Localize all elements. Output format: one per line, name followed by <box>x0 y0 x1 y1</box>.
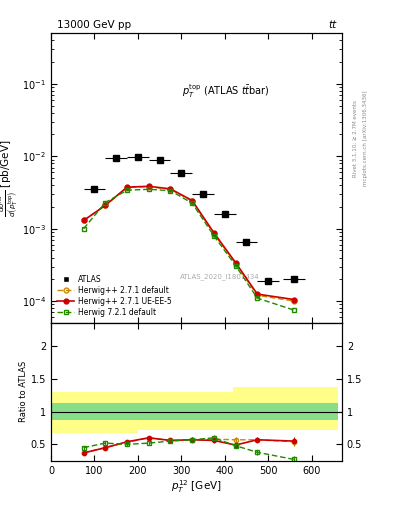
Text: ATLAS_2020_I1801434: ATLAS_2020_I1801434 <box>180 273 260 280</box>
Y-axis label: Ratio to ATLAS: Ratio to ATLAS <box>19 361 28 422</box>
Text: Rivet 3.1.10; ≥ 2.7M events: Rivet 3.1.10; ≥ 2.7M events <box>353 100 358 177</box>
Text: tt: tt <box>328 20 336 30</box>
Legend: ATLAS, Herwig++ 2.7.1 default, Herwig++ 2.7.1 UE-EE-5, Herwig 7.2.1 default: ATLAS, Herwig++ 2.7.1 default, Herwig++ … <box>55 273 174 319</box>
Y-axis label: $\frac{d\sigma^{\rm fid}}{d\left(p_T^{\rm top}\right)}$ [pb/GeV]: $\frac{d\sigma^{\rm fid}}{d\left(p_T^{\r… <box>0 139 21 217</box>
Text: 13000 GeV pp: 13000 GeV pp <box>57 20 131 30</box>
X-axis label: $p_T^{12}$ [GeV]: $p_T^{12}$ [GeV] <box>171 478 222 495</box>
Text: $p_T^{\rm top}$ (ATLAS $t\bar{t}$bar): $p_T^{\rm top}$ (ATLAS $t\bar{t}$bar) <box>182 82 270 100</box>
Text: mcplots.cern.ch [arXiv:1306.3436]: mcplots.cern.ch [arXiv:1306.3436] <box>363 91 368 186</box>
